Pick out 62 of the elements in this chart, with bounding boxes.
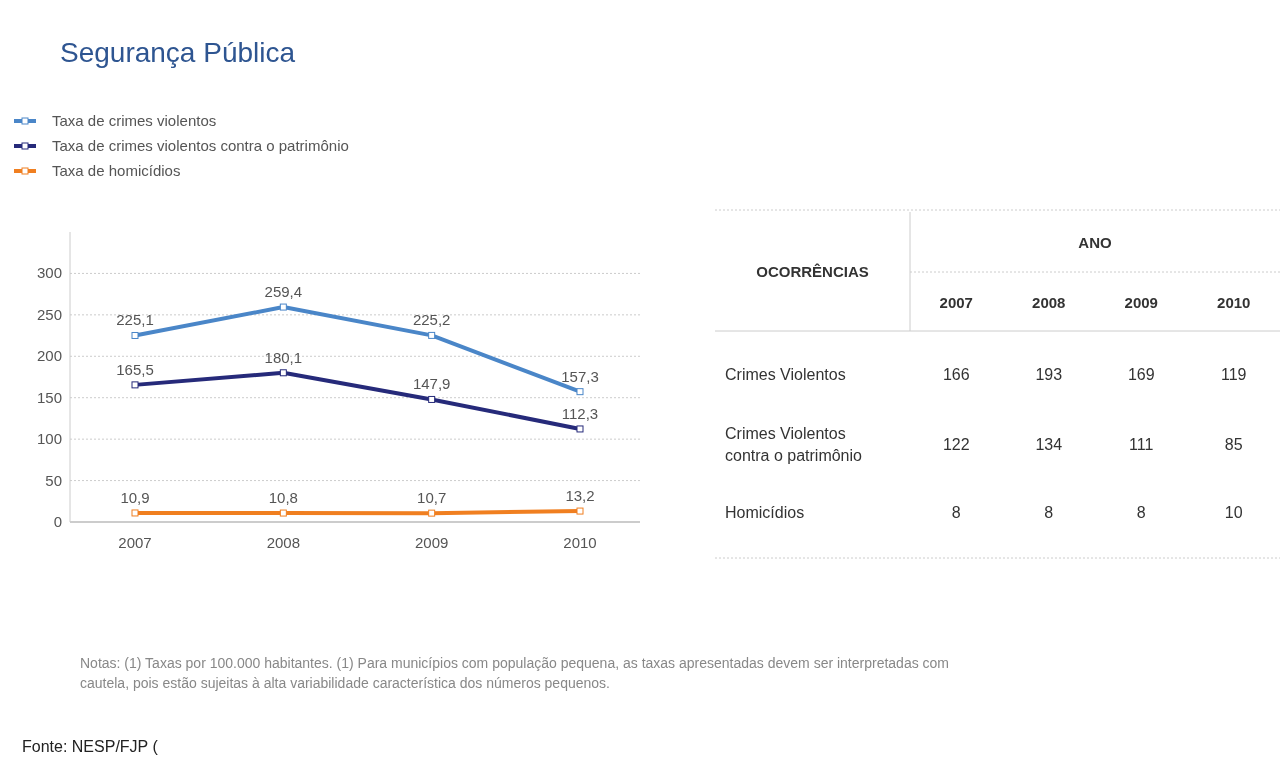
data-label: 13,2	[565, 487, 595, 505]
point	[428, 331, 436, 339]
x-tick-label: 2009	[1124, 294, 1158, 311]
y-tick-label: Crimes Violentos contra o patrimônio	[725, 425, 863, 464]
x-axis-title: ANO	[1078, 234, 1112, 251]
source-note: Fonte: NESP/FJP (	[22, 738, 159, 755]
data-label: 112,3	[561, 404, 599, 422]
point	[279, 509, 287, 517]
y-tick-label: 150	[36, 388, 62, 406]
y-tick-label: 100	[36, 430, 62, 448]
data-label: 147,9	[412, 375, 451, 393]
data-label: 8	[1044, 504, 1054, 521]
data-label: 8	[951, 504, 961, 521]
data-label: 10,9	[120, 488, 150, 506]
data-label: 134	[1035, 436, 1063, 453]
data-label: 122	[942, 436, 970, 453]
point	[428, 395, 436, 403]
y-tick-label: 300	[36, 264, 62, 282]
x-tick-label: 2008	[1032, 294, 1066, 311]
point	[131, 509, 139, 517]
point	[428, 509, 436, 517]
text: Notas: (1) Taxas por 100.000 habitantes. (1) Para municípios com população pequena, as taxas apresentadas devem ser interpretadas com cautela, pois estão sujeitas à alta variabilidade característica dos números pequenos.	[80, 655, 950, 691]
x-tick-label: 2010	[563, 534, 597, 551]
data-label: 166	[942, 366, 970, 383]
data-label: 225,1	[116, 311, 154, 329]
data-label: 157,3	[561, 367, 599, 385]
y-tick-label: Homicídios	[725, 504, 805, 521]
data-label: 165,5	[116, 360, 154, 378]
y-tick-label: Crimes Violentos	[725, 366, 846, 383]
data-label: 85	[1224, 436, 1243, 453]
point	[576, 507, 584, 515]
data-label: 259,4	[264, 283, 303, 301]
data-label: 169	[1127, 366, 1155, 383]
data-label: 10,8	[268, 489, 298, 507]
point	[279, 369, 287, 377]
data-label: 111	[1129, 436, 1154, 453]
data-label: 225,2	[412, 311, 451, 329]
data-label: 10	[1224, 504, 1243, 521]
legend-label: Taxa de crimes violentos contra o patrimônio	[52, 137, 349, 154]
point	[576, 425, 584, 433]
data-label: 193	[1035, 366, 1063, 383]
x-tick-label: 2008	[266, 534, 301, 551]
data-label: 8	[1136, 504, 1146, 521]
chart-title: Segurança Pública	[60, 37, 296, 68]
y-tick-label: 250	[36, 305, 62, 323]
data-label: 119	[1220, 366, 1247, 383]
point	[576, 388, 584, 396]
legend-label: Taxa de crimes violentos	[52, 112, 217, 129]
x-tick-label: 2007	[939, 294, 973, 311]
x-tick-label: 2009	[414, 534, 449, 551]
point	[131, 331, 139, 339]
y-axis-title: OCORRÊNCIAS	[756, 263, 869, 280]
point	[279, 303, 287, 311]
data-label: 180,1	[264, 348, 303, 366]
data-label: 10,7	[417, 489, 447, 507]
y-tick-label: 50	[45, 471, 62, 489]
y-tick-label: 0	[53, 513, 62, 530]
point	[131, 381, 139, 389]
x-tick-label: 2007	[118, 534, 152, 551]
x-tick-label: 2010	[1217, 294, 1251, 311]
legend-label: Taxa de homicídios	[52, 162, 181, 179]
y-tick-label: 200	[36, 347, 62, 365]
